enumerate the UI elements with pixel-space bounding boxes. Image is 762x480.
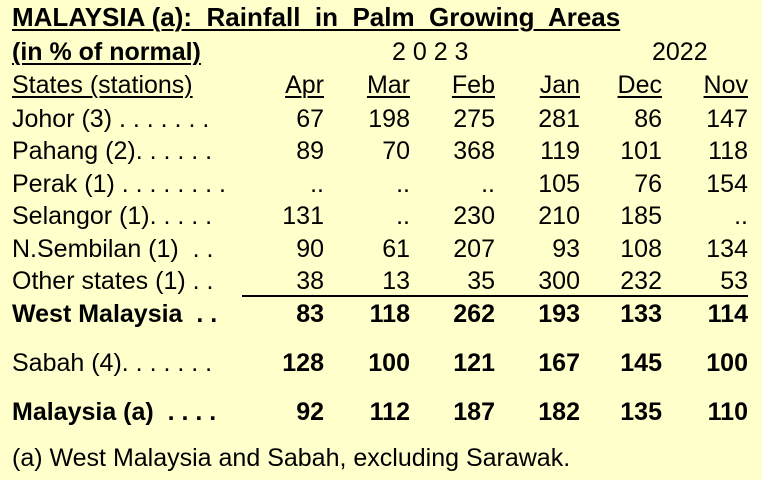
table-cell-mar: 13 — [382, 267, 410, 295]
table-cell-dec: 76 — [634, 170, 662, 198]
table-cell-dec: 101 — [620, 137, 662, 165]
table-cell-mar: 118 — [369, 300, 410, 328]
table-cell-nov: 110 — [707, 398, 748, 426]
table-cell-dec: 133 — [620, 300, 662, 328]
table-cell-apr: 131 — [282, 202, 324, 230]
table-cell-feb: .. — [481, 170, 495, 198]
table-cell-feb: 207 — [453, 235, 495, 263]
table-cell-dec: 185 — [620, 202, 662, 230]
table-cell-mar: 61 — [382, 235, 410, 263]
table-cell-feb: 275 — [453, 105, 495, 133]
table-cell-mar: .. — [396, 202, 410, 230]
column-header-feb: Feb — [451, 71, 495, 99]
table-cell-jan: 193 — [538, 300, 580, 328]
table-cell-nov: .. — [734, 202, 748, 230]
row-label: Sabah (4). . . . . . . — [12, 349, 213, 377]
stub-header: States (stations) — [12, 71, 193, 99]
column-header-mar: Mar — [366, 71, 410, 99]
table-cell-mar: 112 — [369, 398, 410, 426]
table-cell-jan: 167 — [538, 349, 580, 377]
year-group-2022: 2022 — [652, 38, 708, 66]
table-cell-nov: 154 — [706, 170, 748, 198]
table-cell-nov: 118 — [708, 137, 748, 165]
table-cell-dec: 135 — [620, 398, 662, 426]
table-subtitle: (in % of normal) — [12, 38, 201, 66]
table-cell-apr: 90 — [296, 235, 324, 263]
total-rule — [242, 295, 748, 297]
table-cell-dec: 86 — [634, 105, 662, 133]
table-cell-apr: 67 — [296, 105, 324, 133]
row-label: Selangor (1). . . . . — [12, 202, 213, 230]
table-cell-feb: 187 — [453, 398, 495, 426]
column-header-jan: Jan — [539, 71, 580, 99]
table-cell-nov: 100 — [706, 349, 748, 377]
table-cell-mar: 100 — [368, 349, 410, 377]
column-header-nov: Nov — [703, 71, 748, 99]
table-cell-jan: 281 — [538, 105, 580, 133]
table-cell-dec: 145 — [620, 349, 662, 377]
table-cell-jan: 105 — [538, 170, 580, 198]
row-label: Malaysia (a) . . . . — [12, 398, 217, 426]
table-cell-jan: 210 — [538, 202, 580, 230]
table-cell-mar: .. — [396, 170, 410, 198]
table-cell-jan: 119 — [540, 137, 580, 165]
table-cell-dec: 108 — [620, 235, 662, 263]
table-cell-apr: 89 — [296, 137, 324, 165]
table-cell-nov: 147 — [706, 105, 748, 133]
table-cell-jan: 93 — [552, 235, 580, 263]
row-label: West Malaysia . . — [12, 300, 218, 328]
row-label: Johor (3) . . . . . . . — [12, 105, 210, 133]
table-title: MALAYSIA (a): Rainfall in Palm Growing A… — [12, 2, 621, 32]
table-cell-nov: 134 — [706, 235, 748, 263]
table-cell-feb: 262 — [453, 300, 495, 328]
table-cell-feb: 121 — [453, 349, 495, 377]
table-cell-feb: 230 — [453, 202, 495, 230]
table-cell-jan: 300 — [538, 267, 580, 295]
table-cell-mar: 70 — [382, 137, 410, 165]
row-label: Other states (1) . . — [12, 267, 214, 295]
table-cell-nov: 114 — [707, 300, 748, 328]
table-cell-jan: 182 — [538, 398, 580, 426]
table-cell-apr: .. — [310, 170, 324, 198]
year-group-2023: 2 0 2 3 — [392, 38, 469, 66]
table-cell-feb: 35 — [467, 267, 495, 295]
table-cell-apr: 83 — [296, 300, 324, 328]
footnote: (a) West Malaysia and Sabah, excluding S… — [12, 444, 571, 472]
row-label: Perak (1) . . . . . . . . — [12, 170, 226, 198]
column-header-dec: Dec — [617, 71, 662, 99]
table-cell-apr: 92 — [296, 398, 324, 426]
table-cell-mar: 198 — [368, 105, 410, 133]
row-label: N.Sembilan (1) . . — [12, 235, 214, 263]
row-label: Pahang (2). . . . . . — [12, 137, 213, 165]
table-cell-nov: 53 — [720, 267, 748, 295]
table-cell-dec: 232 — [620, 267, 662, 295]
table-cell-apr: 38 — [296, 267, 324, 295]
column-header-apr: Apr — [285, 71, 324, 99]
table-cell-apr: 128 — [282, 349, 324, 377]
table-cell-feb: 368 — [453, 137, 495, 165]
